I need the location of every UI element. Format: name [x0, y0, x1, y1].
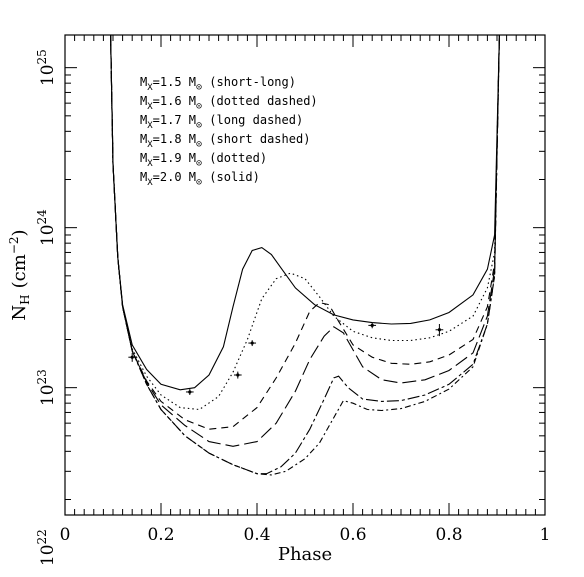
observation-point	[185, 389, 194, 395]
legend-entry: MX=1.5 M⊙ (short-long)	[140, 75, 296, 93]
model-curve-4	[110, 34, 500, 411]
observation-point	[248, 340, 257, 347]
y-tick-label: 1024	[35, 209, 58, 246]
model-curve-1	[110, 34, 500, 476]
model-curve-3	[110, 34, 500, 430]
x-axis-title: Phase	[278, 544, 332, 565]
legend-entry: MX=1.7 M⊙ (long dashed)	[140, 113, 303, 131]
y-axis-title-sub: H	[18, 294, 32, 304]
observation-point	[435, 323, 444, 337]
observation-marker	[236, 373, 240, 377]
legend: MX=1.5 M⊙ (short-long)MX=1.6 M⊙ (dotted …	[140, 75, 318, 188]
x-tick-labels: 0 0.2 0.4 0.6 0.8 1	[60, 525, 551, 545]
observation-point	[368, 322, 377, 329]
y-tick-labels: 1022 1023 1024 1025	[35, 49, 58, 566]
observation-marker	[370, 323, 374, 327]
observation-point	[233, 371, 242, 379]
model-curves	[110, 34, 500, 476]
x-tick-label: 0.8	[435, 525, 462, 545]
x-tick-label: 0.2	[147, 525, 174, 545]
observation-points	[128, 322, 444, 395]
y-axis-title-unit-exp: −2	[7, 236, 21, 254]
x-tick-label: 1	[540, 525, 551, 545]
observation-marker	[437, 328, 441, 332]
y-tick-label: 1025	[35, 49, 58, 86]
y-axis-title: NH (cm−2)	[7, 229, 32, 320]
legend-entry: MX=2.0 M⊙ (solid)	[140, 170, 260, 188]
y-axis-title-main: N	[9, 305, 30, 321]
x-tick-label: 0.4	[243, 525, 270, 545]
observation-point	[128, 352, 137, 362]
observation-marker	[130, 355, 134, 359]
y-axis-title-unit-close: )	[9, 229, 30, 236]
model-curve-0	[110, 34, 500, 475]
y-tick-label: 1023	[35, 369, 58, 406]
observation-marker	[250, 341, 254, 345]
axis-ticks	[64, 35, 546, 515]
legend-entry: MX=1.6 M⊙ (dotted dashed)	[140, 94, 318, 112]
observation-marker	[188, 390, 192, 394]
y-axis-title-unit-open: (cm	[9, 254, 30, 288]
legend-entry: MX=1.8 M⊙ (short dashed)	[140, 132, 310, 150]
legend-entry: MX=1.9 M⊙ (dotted)	[140, 151, 267, 169]
model-curve-5	[110, 34, 500, 391]
x-tick-label: 0	[60, 525, 71, 545]
x-tick-label: 0.6	[339, 525, 366, 545]
y-tick-label: 1022	[35, 529, 58, 566]
model-curve-2	[110, 34, 500, 447]
